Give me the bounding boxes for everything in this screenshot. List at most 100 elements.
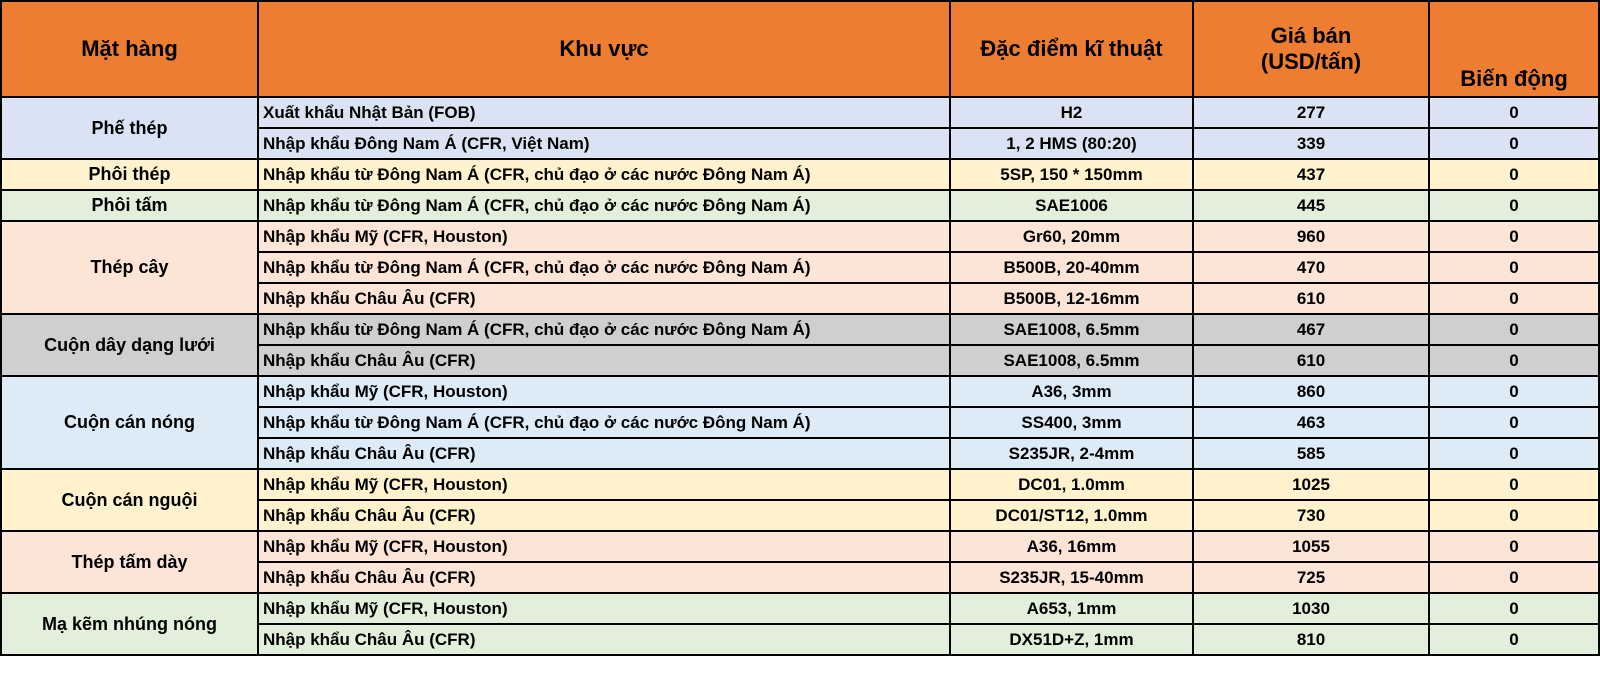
item-cell: Cuộn cán nguội <box>0 468 259 532</box>
change-cell: 0 <box>1428 220 1600 253</box>
price-cell: 1025 <box>1192 468 1430 501</box>
header-price-line1: Giá bán <box>1270 23 1352 48</box>
item-cell: Cuộn cán nóng <box>0 375 259 470</box>
item-cell: Phôi thép <box>0 158 259 191</box>
item-cell: Thép tấm dày <box>0 530 259 594</box>
header-spec: Đặc điểm kĩ thuật <box>949 0 1194 98</box>
change-cell: 0 <box>1428 251 1600 284</box>
price-cell: 860 <box>1192 375 1430 408</box>
table-row: Cuộn cán nguội Nhập khẩu Mỹ (CFR, Houston… <box>0 468 1600 532</box>
item-cell: Thép cây <box>0 220 259 315</box>
price-cell: 463 <box>1192 406 1430 439</box>
price-cell: 1030 <box>1192 592 1430 625</box>
change-cell: 0 <box>1428 437 1600 470</box>
price-cell: 610 <box>1192 282 1430 315</box>
change-cell: 0 <box>1428 282 1600 315</box>
spec-cell: DC01, 1.0mm <box>949 468 1194 501</box>
change-cell: 0 <box>1428 344 1600 377</box>
table-row: Cuộn dây dạng lưới Nhập khẩu từ Đông Nam … <box>0 313 1600 377</box>
price-cell: 1055 <box>1192 530 1430 563</box>
region-cell: Nhập khẩu từ Đông Nam Á (CFR, chủ đạo ở … <box>257 406 951 439</box>
header-row: Mặt hàng Khu vực Đặc điểm kĩ thuật Giá b… <box>0 0 1600 98</box>
header-change: Biến động <box>1428 0 1600 98</box>
spec-cell: SAE1006 <box>949 189 1194 222</box>
table-row: Nhập khẩu Châu Âu (CFR) DC01/ST12, 1.0mm 7… <box>1 499 1600 532</box>
region-cell: Nhập khẩu Mỹ (CFR, Houston) <box>257 468 951 501</box>
table-row: Nhập khẩu Châu Âu (CFR) S235JR, 15-40mm 72… <box>1 561 1600 594</box>
price-cell: 610 <box>1192 344 1430 377</box>
spec-cell: 1, 2 HMS (80:20) <box>949 127 1194 160</box>
item-cell: Mạ kẽm nhúng nóng <box>0 592 259 656</box>
region-cell: Nhập khẩu Châu Âu (CFR) <box>257 623 951 656</box>
price-cell: 437 <box>1192 158 1430 191</box>
table-row: Nhập khẩu từ Đông Nam Á (CFR, chủ đạo ở … <box>1 251 1600 284</box>
spec-cell: 5SP, 150 * 150mm <box>949 158 1194 191</box>
table-row: Nhập khẩu Châu Âu (CFR) B500B, 12-16mm 610… <box>1 282 1600 315</box>
change-cell: 0 <box>1428 623 1600 656</box>
change-cell: 0 <box>1428 499 1600 532</box>
table-row: Thép cây Nhập khẩu Mỹ (CFR, Houston) Gr60,… <box>0 220 1600 315</box>
spec-cell: SAE1008, 6.5mm <box>949 313 1194 346</box>
region-cell: Nhập khẩu Mỹ (CFR, Houston) <box>257 375 951 408</box>
change-cell: 0 <box>1428 468 1600 501</box>
header-price-line2: (USD/tấn) <box>1260 49 1362 74</box>
table-row: Thép tấm dày Nhập khẩu Mỹ (CFR, Houston) A… <box>0 530 1600 594</box>
change-cell: 0 <box>1428 96 1600 129</box>
price-cell: 585 <box>1192 437 1430 470</box>
header-item: Mặt hàng <box>0 0 259 98</box>
region-cell: Nhập khẩu từ Đông Nam Á (CFR, chủ đạo ở … <box>257 189 951 222</box>
spec-cell: B500B, 20-40mm <box>949 251 1194 284</box>
table-row: Phôi tấm Nhập khẩu từ Đông Nam Á (CFR, ch… <box>0 189 1600 222</box>
price-cell: 960 <box>1192 220 1430 253</box>
region-cell: Nhập khẩu Mỹ (CFR, Houston) <box>257 220 951 253</box>
table-row: Nhập khẩu từ Đông Nam Á (CFR, chủ đạo ở … <box>1 406 1600 439</box>
price-cell: 277 <box>1192 96 1430 129</box>
spec-cell: DX51D+Z, 1mm <box>949 623 1194 656</box>
table-row: Cuộn cán nóng Nhập khẩu Mỹ (CFR, Houston)… <box>0 375 1600 470</box>
price-cell: 339 <box>1192 127 1430 160</box>
change-cell: 0 <box>1428 375 1600 408</box>
change-cell: 0 <box>1428 158 1600 191</box>
change-cell: 0 <box>1428 127 1600 160</box>
region-cell: Nhập khẩu từ Đông Nam Á (CFR, chủ đạo ở … <box>257 158 951 191</box>
region-cell: Nhập khẩu từ Đông Nam Á (CFR, chủ đạo ở … <box>257 251 951 284</box>
price-cell: 810 <box>1192 623 1430 656</box>
table-row: Mạ kẽm nhúng nóng Nhập khẩu Mỹ (CFR, Hous… <box>0 592 1600 656</box>
change-cell: 0 <box>1428 530 1600 563</box>
table-row: Nhập khẩu Châu Âu (CFR) S235JR, 2-4mm 585 0 <box>1 437 1600 470</box>
change-cell: 0 <box>1428 406 1600 439</box>
spec-cell: A653, 1mm <box>949 592 1194 625</box>
region-cell: Nhập khẩu Mỹ (CFR, Houston) <box>257 530 951 563</box>
spec-cell: S235JR, 2-4mm <box>949 437 1194 470</box>
region-cell: Nhập khẩu Châu Âu (CFR) <box>257 344 951 377</box>
change-cell: 0 <box>1428 561 1600 594</box>
steel-price-table: Mặt hàng Khu vực Đặc điểm kĩ thuật Giá b… <box>0 0 1600 656</box>
spec-cell: SAE1008, 6.5mm <box>949 344 1194 377</box>
table-row: Phế thép Xuất khẩu Nhật Bản (FOB) H2 277 0 <box>0 96 1600 160</box>
spec-cell: B500B, 12-16mm <box>949 282 1194 315</box>
item-cell: Phế thép <box>0 96 259 160</box>
region-cell: Nhập khẩu Châu Âu (CFR) <box>257 282 951 315</box>
item-cell: Phôi tấm <box>0 189 259 222</box>
change-cell: 0 <box>1428 313 1600 346</box>
region-cell: Xuất khẩu Nhật Bản (FOB) <box>257 96 951 129</box>
region-cell: Nhập khẩu Đông Nam Á (CFR, Việt Nam) <box>257 127 951 160</box>
price-cell: 467 <box>1192 313 1430 346</box>
header-price: Giá bán (USD/tấn) <box>1192 0 1430 98</box>
region-cell: Nhập khẩu Châu Âu (CFR) <box>257 499 951 532</box>
region-cell: Nhập khẩu Châu Âu (CFR) <box>257 561 951 594</box>
region-cell: Nhập khẩu Mỹ (CFR, Houston) <box>257 592 951 625</box>
spec-cell: S235JR, 15-40mm <box>949 561 1194 594</box>
spec-cell: Gr60, 20mm <box>949 220 1194 253</box>
region-cell: Nhập khẩu từ Đông Nam Á (CFR, chủ đạo ở … <box>257 313 951 346</box>
spec-cell: A36, 3mm <box>949 375 1194 408</box>
price-cell: 445 <box>1192 189 1430 222</box>
table-row: Nhập khẩu Châu Âu (CFR) SAE1008, 6.5mm 610… <box>1 344 1600 377</box>
spec-cell: A36, 16mm <box>949 530 1194 563</box>
table-row: Nhập khẩu Châu Âu (CFR) DX51D+Z, 1mm 810 0 <box>1 623 1600 656</box>
spec-cell: H2 <box>949 96 1194 129</box>
region-cell: Nhập khẩu Châu Âu (CFR) <box>257 437 951 470</box>
spec-cell: SS400, 3mm <box>949 406 1194 439</box>
change-cell: 0 <box>1428 592 1600 625</box>
table-row: Nhập khẩu Đông Nam Á (CFR, Việt Nam) 1, 2… <box>1 127 1600 160</box>
